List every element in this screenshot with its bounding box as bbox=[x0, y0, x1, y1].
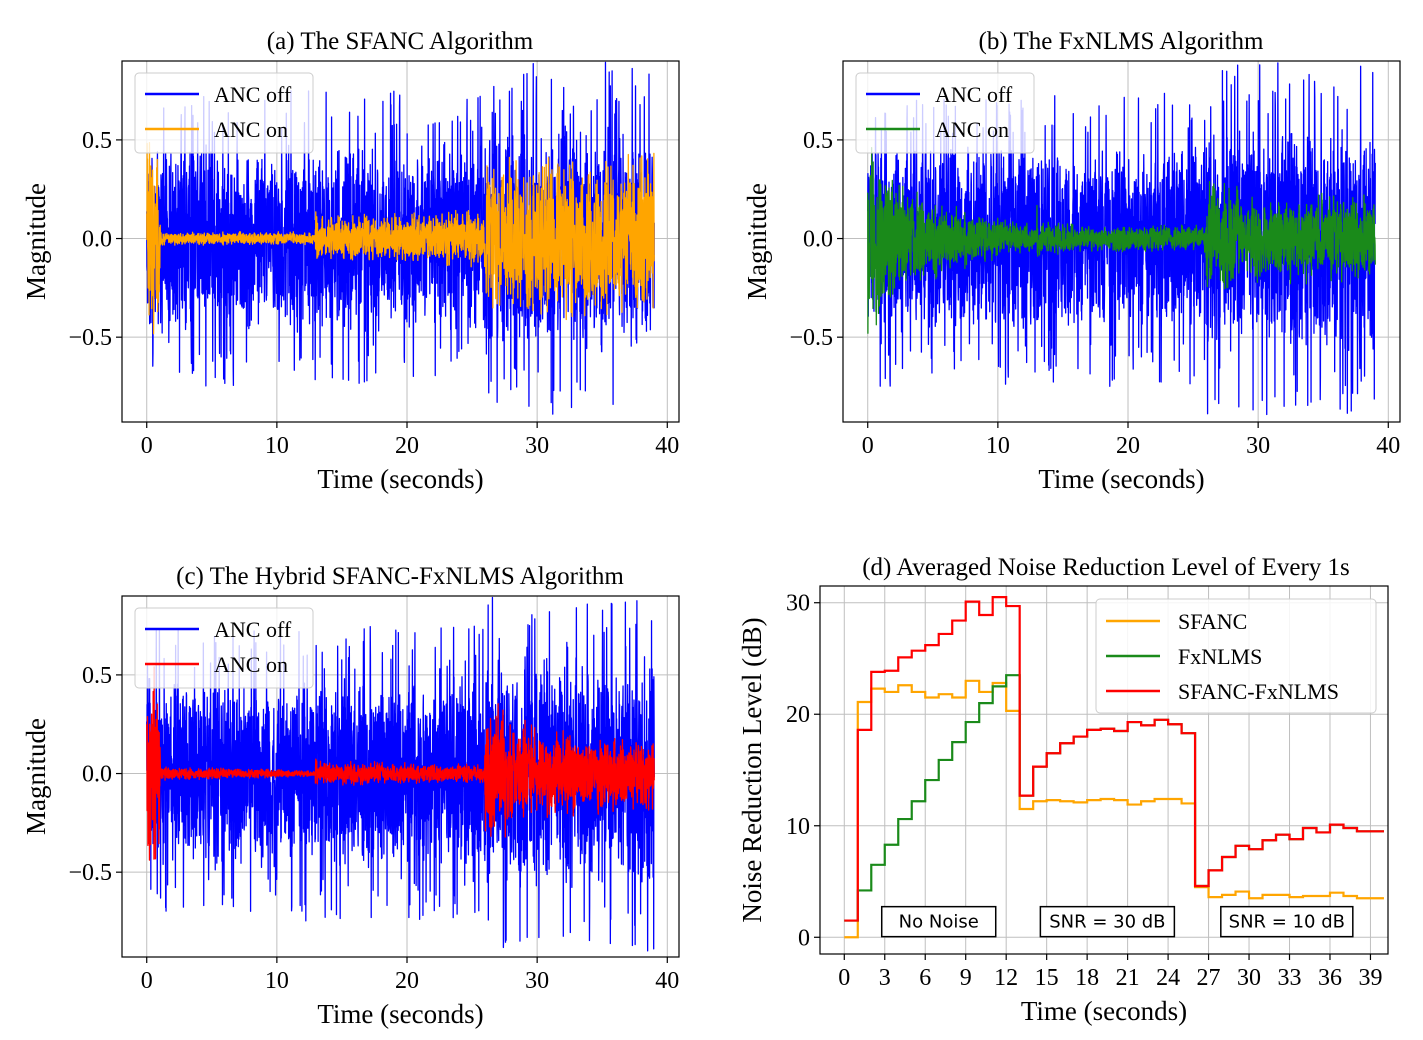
y-axis-label: Magnitude bbox=[21, 183, 51, 300]
series-line-sfanc bbox=[844, 679, 1384, 939]
annotation-box: SNR = 30 dB bbox=[1039, 905, 1176, 938]
x-tick-label: 30 bbox=[525, 968, 549, 994]
y-tick-label: 0.0 bbox=[803, 227, 833, 253]
y-tick-label: −0.5 bbox=[68, 860, 112, 886]
series-line-anc-on bbox=[867, 147, 1376, 334]
panel-b-plot-area bbox=[867, 62, 1376, 416]
annotation-frame bbox=[1039, 905, 1176, 938]
legend-label: FxNLMS bbox=[1178, 644, 1262, 669]
annotation-frame bbox=[1220, 905, 1354, 938]
y-tick-label: 0.5 bbox=[803, 128, 833, 154]
annotation-text: No Noise bbox=[899, 912, 979, 933]
panel-a-title: (a) The SFANC Algorithm bbox=[267, 28, 534, 55]
panel-d: (d) Averaged Noise Reduction Level of Ev… bbox=[737, 554, 1389, 1026]
legend-label: SFANC bbox=[1178, 609, 1247, 634]
x-tick-label: 18 bbox=[1075, 965, 1099, 991]
x-tick-label: 20 bbox=[395, 968, 419, 994]
legend-label: ANC off bbox=[214, 82, 292, 107]
annotation-box: No Noise bbox=[880, 905, 997, 938]
annotation-box: SNR = 10 dB bbox=[1220, 905, 1354, 938]
y-tick-label: 0 bbox=[798, 925, 810, 951]
x-tick-label: 15 bbox=[1035, 965, 1059, 991]
legend-label: SFANC-FxNLMS bbox=[1178, 679, 1339, 704]
x-tick-label: 0 bbox=[838, 965, 850, 991]
y-tick-label: 0.0 bbox=[82, 762, 112, 788]
panel-d-plot-area bbox=[844, 596, 1384, 939]
legend-label: ANC on bbox=[214, 652, 288, 677]
x-tick-label: 30 bbox=[1246, 433, 1270, 459]
x-tick-label: 12 bbox=[994, 965, 1018, 991]
x-tick-label: 0 bbox=[141, 433, 153, 459]
y-axis-label: Noise Reduction Level (dB) bbox=[737, 617, 767, 922]
panel-c: (c) The Hybrid SFANC-FxNLMS Algorithm 0 1… bbox=[21, 563, 680, 1029]
x-axis-label: Time (seconds) bbox=[1021, 996, 1187, 1026]
x-tick-label: 33 bbox=[1278, 965, 1302, 991]
x-tick-label: 30 bbox=[525, 433, 549, 459]
x-tick-label: 27 bbox=[1197, 965, 1221, 991]
panel-b-frame bbox=[842, 60, 1401, 423]
legend-label: ANC off bbox=[214, 617, 292, 642]
panel-d-frame bbox=[819, 585, 1389, 955]
y-tick-label: 0.5 bbox=[82, 663, 112, 689]
series-line-anc-on bbox=[146, 142, 655, 335]
panel-a-plot-area bbox=[146, 61, 655, 415]
x-axis-label: Time (seconds) bbox=[1038, 464, 1204, 494]
panel-d-title: (d) Averaged Noise Reduction Level of Ev… bbox=[862, 554, 1350, 581]
y-tick-label: −0.5 bbox=[789, 325, 833, 351]
annotation-text: SNR = 30 dB bbox=[1049, 912, 1165, 933]
legend-label: ANC on bbox=[214, 117, 288, 142]
x-tick-label: 0 bbox=[862, 433, 874, 459]
x-tick-label: 20 bbox=[395, 433, 419, 459]
panel-a-legend: ANC off ANC on bbox=[134, 72, 314, 154]
legend-label: ANC off bbox=[935, 82, 1013, 107]
x-tick-label: 40 bbox=[1376, 433, 1400, 459]
series-line-anc-on bbox=[146, 666, 655, 861]
legend-frame bbox=[1095, 598, 1377, 714]
y-tick-label: 0.0 bbox=[82, 227, 112, 253]
annotation-frame bbox=[880, 905, 997, 938]
x-tick-label: 21 bbox=[1116, 965, 1140, 991]
x-tick-label: 30 bbox=[1237, 965, 1261, 991]
panel-a: (a) The SFANC Algorithm 0 10 20 30 40 0.5 0.0 −… bbox=[21, 28, 680, 494]
x-axis-label: Time (seconds) bbox=[317, 999, 483, 1029]
panel-b-legend: ANC off ANC on bbox=[855, 72, 1035, 154]
x-tick-label: 39 bbox=[1358, 965, 1382, 991]
x-tick-label: 0 bbox=[141, 968, 153, 994]
x-tick-label: 40 bbox=[655, 968, 679, 994]
y-tick-label: 0.5 bbox=[82, 128, 112, 154]
y-tick-label: 10 bbox=[786, 814, 810, 840]
x-tick-label: 24 bbox=[1156, 965, 1180, 991]
series-line-sfanc-fxnlms bbox=[844, 596, 1384, 922]
x-tick-label: 6 bbox=[919, 965, 931, 991]
panel-b: (b) The FxNLMS Algorithm 0 10 20 30 40 0.5 0.0… bbox=[742, 28, 1401, 494]
panel-c-title: (c) The Hybrid SFANC-FxNLMS Algorithm bbox=[176, 563, 624, 590]
x-tick-label: 9 bbox=[960, 965, 972, 991]
y-axis-label: Magnitude bbox=[742, 183, 772, 300]
x-tick-label: 10 bbox=[265, 968, 289, 994]
x-axis-label: Time (seconds) bbox=[317, 464, 483, 494]
y-tick-label: 30 bbox=[786, 591, 810, 617]
panel-a-frame bbox=[121, 60, 680, 423]
y-tick-label: −0.5 bbox=[68, 325, 112, 351]
series-line-anc-off bbox=[146, 596, 655, 952]
legend-label: ANC on bbox=[935, 117, 1009, 142]
panel-b-title: (b) The FxNLMS Algorithm bbox=[979, 28, 1265, 55]
annotation-text: SNR = 10 dB bbox=[1229, 912, 1345, 933]
x-tick-label: 10 bbox=[265, 433, 289, 459]
x-tick-label: 10 bbox=[986, 433, 1010, 459]
x-tick-label: 3 bbox=[879, 965, 891, 991]
y-axis-label: Magnitude bbox=[21, 718, 51, 835]
x-tick-label: 20 bbox=[1116, 433, 1140, 459]
panel-c-frame bbox=[121, 595, 680, 958]
panel-c-legend: ANC off ANC on bbox=[134, 607, 314, 689]
panel-d-legend: SFANC FxNLMS SFANC-FxNLMS bbox=[1095, 598, 1377, 714]
panel-c-plot-area bbox=[146, 596, 655, 952]
y-tick-label: 20 bbox=[786, 702, 810, 728]
x-tick-label: 36 bbox=[1318, 965, 1342, 991]
x-tick-label: 40 bbox=[655, 433, 679, 459]
